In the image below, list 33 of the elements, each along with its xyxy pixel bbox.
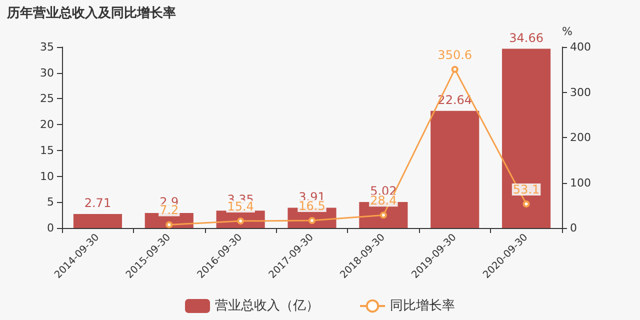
- data-label: 15.4: [227, 200, 254, 214]
- y2-axis-title: %: [562, 25, 572, 38]
- legend-label: 营业总收入（亿）: [215, 298, 319, 314]
- y-tick-label: 10: [40, 170, 54, 183]
- data-label: 7.2: [160, 203, 179, 218]
- data-label: 34.66: [509, 30, 544, 45]
- point: [237, 218, 244, 225]
- point: [522, 200, 530, 208]
- y2-tick-label: 0: [570, 222, 577, 234]
- data-label: 350.6: [438, 48, 472, 62]
- y2-tick-label: 100: [570, 176, 591, 190]
- y-tick-label: 35: [40, 40, 54, 54]
- y-tick-label: 15: [40, 144, 54, 157]
- point: [166, 221, 173, 228]
- y2-tick-label: 300: [570, 86, 591, 99]
- y-tick-label: 0: [47, 222, 54, 234]
- point: [308, 217, 316, 224]
- point: [380, 212, 387, 219]
- y2-tick-label: 400: [570, 40, 591, 54]
- data-label: 2.71: [84, 196, 112, 210]
- y-tick-label: 5: [47, 196, 54, 209]
- data-label: 16.5: [298, 199, 326, 214]
- y-tick-label: 20: [40, 118, 54, 132]
- data-label: 53.1: [512, 182, 540, 196]
- legend-label: 同比增长率: [390, 298, 455, 314]
- y2-tick-label: 200: [570, 131, 591, 144]
- bar: [73, 214, 122, 228]
- bar: [502, 48, 551, 228]
- chart-title: 历年营业总收入及同比增长率: [6, 5, 176, 21]
- y-tick-label: 30: [40, 66, 54, 80]
- y-tick-label: 25: [40, 92, 54, 106]
- bar: [430, 110, 480, 228]
- point: [451, 66, 458, 73]
